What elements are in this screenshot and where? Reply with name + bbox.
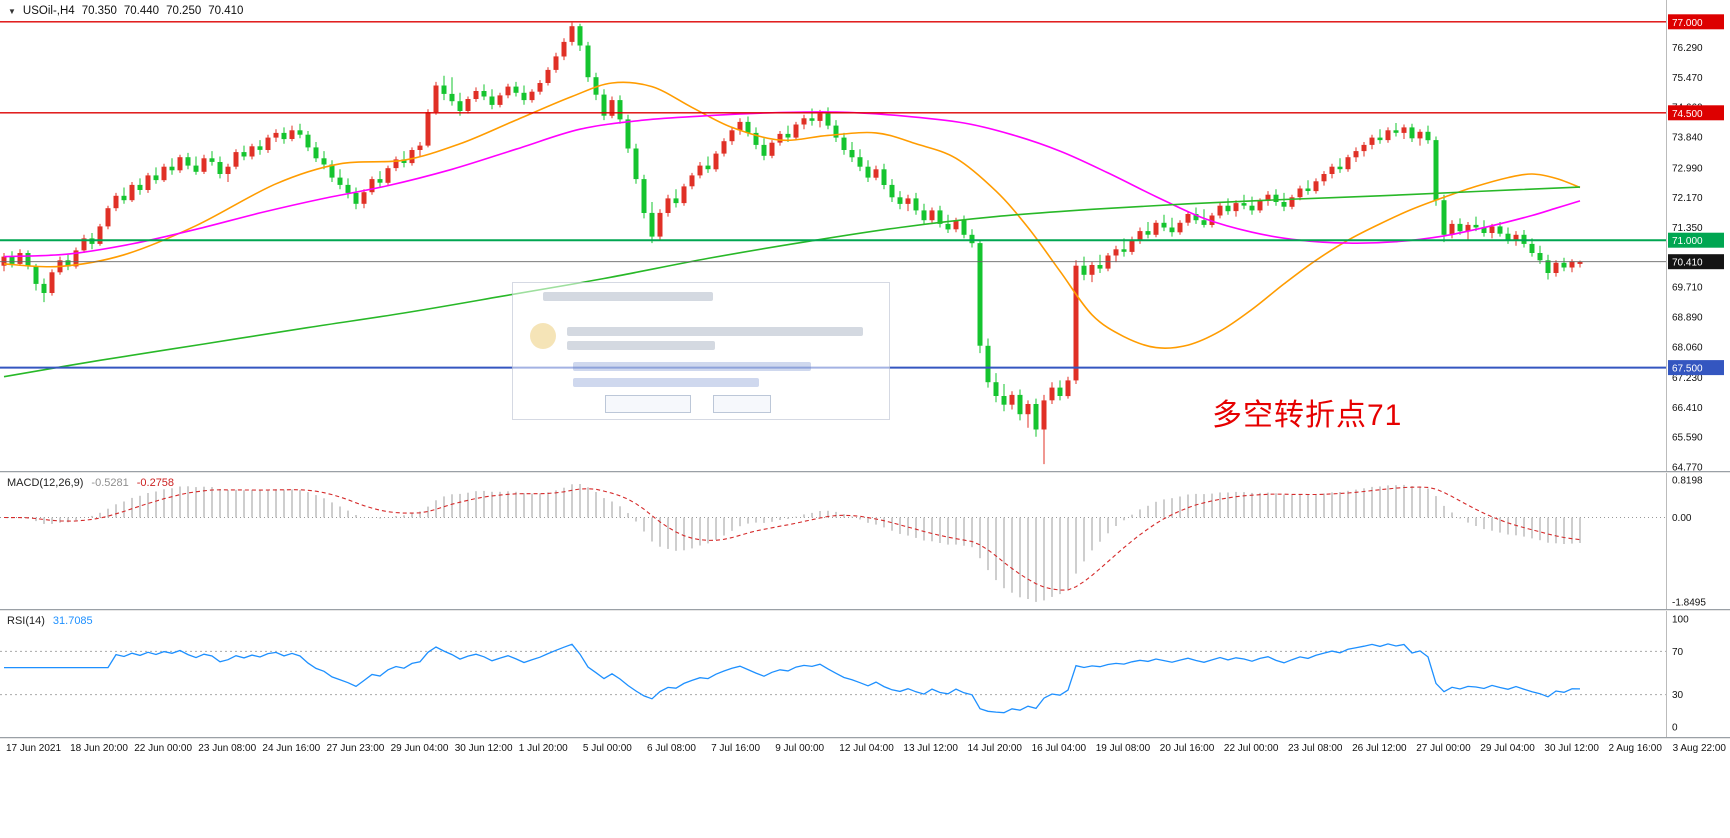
ma-fast-orange-line: [3, 81, 1581, 349]
price-tick-label: 65.590: [1672, 433, 1703, 444]
price-tick-label: 72.170: [1672, 193, 1703, 204]
price-tick-label: 68.890: [1672, 313, 1703, 324]
rsi-scale-label: 30: [1672, 690, 1684, 701]
panel-separator[interactable]: [0, 471, 1730, 473]
time-label: 9 Jul 00:00: [775, 743, 825, 754]
time-label: 3 Aug 22:00: [1672, 743, 1726, 754]
symbol-period-label: USOil-,H4: [22, 5, 75, 17]
rsi-canvas[interactable]: 100 70 30 0: [0, 611, 1730, 737]
macd-label: MACD(12,26,9): [7, 477, 84, 489]
time-label: 17 Jun 2021: [6, 743, 62, 754]
macd-scale-label: 0.00: [1672, 513, 1692, 524]
time-label: 7 Jul 16:00: [711, 743, 761, 754]
time-axis-separator: [0, 737, 1730, 739]
time-label: 29 Jul 04:00: [1480, 743, 1535, 754]
price-tick-label: 71.350: [1672, 223, 1703, 234]
time-label: 29 Jun 04:00: [390, 743, 449, 754]
price-badge-label: 71.000: [1672, 236, 1703, 247]
price-badge: [1668, 254, 1724, 270]
macd-main-value: -0.5281: [91, 477, 129, 489]
symbol-marker-icon[interactable]: ▼: [8, 6, 16, 16]
price-badge-label: 70.410: [1672, 258, 1703, 269]
annotation-text[interactable]: 多空转折点71: [1212, 399, 1403, 432]
ohlc-close: 70.410: [208, 5, 244, 17]
time-label: 6 Jul 08:00: [647, 743, 696, 754]
dialog-link-line: [573, 362, 811, 371]
macd-canvas[interactable]: 0.8198 0.00 -1.8495: [0, 473, 1730, 609]
panel-separator[interactable]: [0, 609, 1730, 611]
rsi-scale-label: 0: [1672, 723, 1678, 734]
rsi-scale-label: 70: [1672, 647, 1684, 658]
time-label: 13 Jul 12:00: [903, 743, 958, 754]
time-label: 14 Jul 20:00: [967, 743, 1023, 754]
rsi-value: 31.7085: [52, 615, 93, 627]
ma-slow-green-line: [3, 186, 1581, 378]
time-label: 23 Jun 08:00: [198, 743, 257, 754]
dialog-button[interactable]: [713, 395, 771, 413]
dialog-text-line: [543, 292, 713, 301]
time-label: 19 Jul 08:00: [1095, 743, 1151, 754]
macd-histogram: [11, 484, 1581, 602]
dialog-info-icon: [530, 323, 556, 349]
time-axis[interactable]: 17 Jun 2021 18 Jun 20:00 22 Jun 00:00 23 Ju…: [0, 741, 1730, 759]
price-tick-label: 64.770: [1672, 462, 1703, 471]
time-label: 30 Jun 12:00: [454, 743, 513, 754]
watermark-dialog: [512, 282, 890, 420]
price-badge-label: 77.000: [1672, 18, 1703, 29]
price-tick-label: 75.470: [1672, 73, 1703, 84]
ohlc-high: 70.440: [123, 5, 160, 17]
rsi-label: RSI(14): [7, 615, 45, 627]
time-label: 16 Jul 04:00: [1031, 743, 1087, 754]
price-tick-label: 68.060: [1672, 343, 1703, 354]
price-tick-label: 76.290: [1672, 43, 1703, 54]
rsi-header: RSI(14) 31.7085: [7, 615, 93, 627]
time-label: 24 Jun 16:00: [262, 743, 321, 754]
time-label: 2 Aug 16:00: [1608, 743, 1662, 754]
time-label: 20 Jul 16:00: [1159, 743, 1215, 754]
time-label: 30 Jul 12:00: [1544, 743, 1599, 754]
dialog-text-line: [567, 327, 863, 336]
time-label: 27 Jun 23:00: [326, 743, 385, 754]
dialog-button[interactable]: [605, 395, 691, 413]
time-label: 1 Jul 20:00: [518, 743, 568, 754]
dialog-text-line: [567, 341, 715, 350]
price-badge-label: 74.500: [1672, 109, 1703, 120]
price-badge: [1668, 360, 1724, 376]
macd-header: MACD(12,26,9) -0.5281 -0.2758: [7, 477, 174, 489]
macd-scale-label: 0.8198: [1672, 476, 1703, 487]
rsi-scale-label: 100: [1672, 615, 1689, 626]
price-tick-label: 73.840: [1672, 132, 1703, 143]
ohlc-low: 70.250: [166, 5, 202, 17]
price-tick-label: 72.990: [1672, 163, 1703, 174]
macd-signal-line: [3, 486, 1581, 591]
price-tick-label: 67.230: [1672, 373, 1703, 384]
chart-title: ▼ USOil-,H4 70.350 70.440 70.250 70.410: [8, 5, 243, 17]
time-label: 12 Jul 04:00: [839, 743, 894, 754]
time-label: 23 Jul 08:00: [1288, 743, 1343, 754]
price-badge: [1668, 105, 1724, 121]
price-badge: [1668, 232, 1724, 248]
price-tick-label: 69.710: [1672, 283, 1703, 294]
ohlc-open: 70.350: [81, 5, 117, 17]
price-badge: [1668, 14, 1724, 30]
time-label: 22 Jun 00:00: [134, 743, 193, 754]
price-badge-label: 67.500: [1672, 364, 1703, 375]
ma-medium-magenta-line: [3, 111, 1581, 258]
time-label: 26 Jul 12:00: [1352, 743, 1407, 754]
time-label: 27 Jul 00:00: [1416, 743, 1471, 754]
time-label: 18 Jun 20:00: [70, 743, 128, 754]
rsi-line: [4, 643, 1581, 714]
time-label: 5 Jul 00:00: [582, 743, 632, 754]
price-tick-label: 66.410: [1672, 403, 1703, 414]
macd-signal-value: -0.2758: [136, 477, 175, 489]
macd-scale-label: -1.8495: [1672, 598, 1706, 609]
dialog-link-line: [573, 378, 759, 387]
time-label: 22 Jul 00:00: [1223, 743, 1279, 754]
